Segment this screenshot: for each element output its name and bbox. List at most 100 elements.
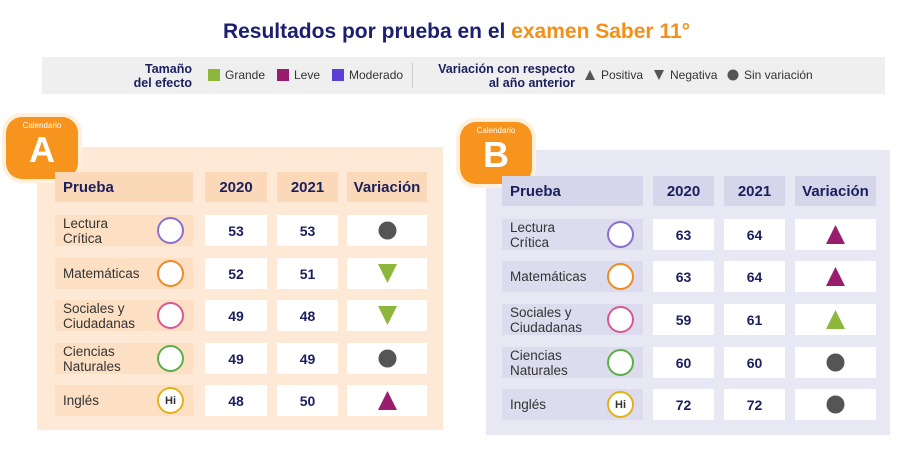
variation-shape — [654, 70, 664, 80]
variation-shape — [377, 306, 397, 325]
variation-shape — [585, 70, 595, 80]
badge: Calendario A — [6, 117, 78, 179]
test-icon: Hi — [157, 387, 184, 414]
legend-label: Positiva — [601, 68, 644, 82]
legend-item: Grande — [208, 68, 265, 82]
variation-cell — [795, 261, 876, 292]
variation-cell — [347, 343, 427, 374]
test-icon — [157, 345, 184, 372]
variation-icon — [377, 264, 397, 283]
column-header: Prueba — [502, 176, 643, 206]
badge-letter: B — [483, 134, 509, 175]
variation-shape — [377, 391, 397, 410]
variation-cell — [347, 215, 427, 246]
legend-swatch — [208, 69, 220, 81]
test-icon — [157, 302, 184, 329]
score: 51 — [277, 258, 338, 289]
column-header: 2020 — [653, 176, 714, 206]
legend-marker — [653, 69, 665, 81]
variation-icon — [826, 353, 845, 372]
score: 59 — [653, 304, 714, 335]
score: 72 — [653, 389, 714, 420]
badge-label: Calendario — [22, 121, 62, 130]
column-header: Prueba — [55, 172, 193, 202]
score: 49 — [277, 343, 338, 374]
variation-cell — [795, 304, 876, 335]
variation-icon — [378, 221, 396, 240]
legend-item: Negativa — [653, 68, 717, 82]
variation-cell — [795, 219, 876, 250]
title-text: Resultados por prueba en el — [222, 20, 512, 43]
variation-shape — [377, 264, 397, 283]
badge: Calendario B — [460, 122, 532, 184]
legend-marker — [584, 69, 596, 81]
variation-icon — [377, 306, 397, 325]
column-header: 2021 — [277, 172, 338, 202]
legend-item: Sin variación — [727, 68, 813, 82]
score: 50 — [277, 385, 338, 416]
legend-item: Moderado — [332, 68, 403, 82]
legend-label: Leve — [294, 68, 321, 82]
score: 63 — [653, 219, 714, 250]
variation-icon — [378, 349, 396, 368]
variation-icon — [377, 391, 397, 410]
variation-shape — [826, 310, 845, 329]
variation-shape — [826, 267, 845, 286]
variation-icon — [727, 69, 739, 81]
legend-label: Grande — [225, 68, 266, 82]
test-icon — [607, 221, 634, 248]
variation-shape — [378, 349, 396, 368]
badge-letter: A — [29, 129, 55, 170]
variation-icon — [826, 395, 845, 414]
score: 60 — [653, 347, 714, 378]
score: 61 — [724, 304, 785, 335]
variation-cell — [347, 385, 427, 416]
score: 53 — [277, 215, 338, 246]
score: 52 — [205, 258, 267, 289]
legend-item: Leve — [277, 68, 320, 82]
column-header: Variación — [347, 172, 427, 202]
score: 49 — [205, 300, 267, 331]
variation-cell — [347, 258, 427, 289]
score: 64 — [724, 219, 785, 250]
legend-item: Positiva — [584, 68, 643, 82]
test-icon — [157, 217, 184, 244]
variation-cell — [795, 389, 876, 420]
legend-label: Moderado — [349, 68, 404, 82]
title: Resultados por prueba en el examen Saber… — [0, 20, 913, 44]
separator — [412, 63, 413, 88]
badge-label: Calendario — [476, 126, 516, 135]
variation-shape — [826, 225, 845, 244]
score: 53 — [205, 215, 267, 246]
column-header: 2020 — [205, 172, 267, 202]
test-icon — [607, 349, 634, 376]
legend-marker — [727, 69, 739, 81]
test-icon — [157, 260, 184, 287]
column-header: Variación — [795, 176, 876, 206]
test-icon: Hi — [607, 391, 634, 418]
column-header: 2021 — [724, 176, 785, 206]
variation-cell — [795, 347, 876, 378]
test-icon — [607, 263, 634, 290]
legend-bar — [42, 57, 885, 94]
variation-icon — [585, 70, 595, 80]
variation-icon — [826, 267, 845, 286]
score: 48 — [205, 385, 267, 416]
score: 64 — [724, 261, 785, 292]
variation-shape — [826, 395, 845, 414]
variation-shape — [378, 221, 396, 240]
legend-title: Variación con respecto al año anterior — [438, 62, 575, 90]
score: 60 — [724, 347, 785, 378]
score: 48 — [277, 300, 338, 331]
variation-shape — [727, 69, 739, 81]
legend-title: Tamaño del efecto — [133, 62, 192, 90]
legend-swatch — [277, 69, 289, 81]
variation-icon — [826, 310, 845, 329]
score: 63 — [653, 261, 714, 292]
test-icon — [607, 306, 634, 333]
legend-swatch — [332, 69, 344, 81]
legend-label: Negativa — [670, 68, 718, 82]
variation-cell — [347, 300, 427, 331]
variation-shape — [826, 353, 845, 372]
